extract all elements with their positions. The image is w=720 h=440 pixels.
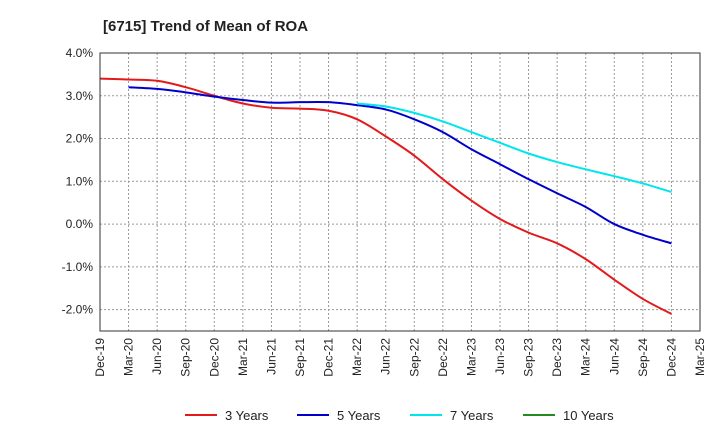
series-line-5-years (128, 86, 672, 245)
x-tick-label: Jun-24 (607, 338, 621, 375)
x-tick-label: Mar-23 (464, 338, 478, 376)
x-tick-label: Dec-21 (322, 338, 336, 377)
x-tick-label: Dec-22 (436, 338, 450, 377)
x-tick-label: Mar-25 (693, 338, 707, 376)
chart-title: [6715] Trend of Mean of ROA (103, 18, 308, 35)
x-tick-label: Dec-19 (93, 338, 107, 377)
y-tick-label: 4.0% (66, 46, 94, 60)
x-tick-label: Mar-21 (236, 338, 250, 376)
x-tick-label: Mar-20 (122, 338, 136, 376)
x-tick-label: Jun-23 (493, 338, 507, 375)
x-tick-label: Jun-22 (379, 338, 393, 375)
y-tick-label: -2.0% (62, 303, 94, 317)
x-tick-label: Dec-20 (207, 338, 221, 377)
plot-area (99, 52, 701, 332)
series-lines (99, 77, 672, 315)
x-tick-label: Jun-21 (264, 338, 278, 375)
x-tick-label: Sep-22 (407, 338, 421, 377)
x-tick-label: Mar-24 (579, 338, 593, 376)
x-tick-label: Sep-20 (179, 338, 193, 377)
y-tick-label: -1.0% (62, 260, 94, 274)
legend-label: 10 Years (563, 408, 614, 423)
grid (100, 52, 700, 331)
series-line-7-years (357, 102, 672, 193)
x-tick-label: Mar-22 (350, 338, 364, 376)
series-line-3-years (99, 77, 672, 315)
x-tick-label: Sep-24 (636, 338, 650, 377)
x-tick-label: Sep-23 (522, 338, 536, 377)
y-tick-label: 3.0% (66, 89, 94, 103)
legend-label: 3 Years (225, 408, 269, 423)
legend-label: 7 Years (450, 408, 494, 423)
x-tick-label: Jun-20 (150, 338, 164, 375)
legend: 3 Years 5 Years 7 Years 10 Years (185, 408, 614, 423)
y-tick-label: 2.0% (66, 132, 94, 146)
legend-label: 5 Years (337, 408, 381, 423)
y-tick-label: 0.0% (66, 217, 94, 231)
y-axis-ticks: 4.0% 3.0% 2.0% 1.0% 0.0% -1.0% -2.0% (62, 46, 94, 317)
x-axis-ticks: Dec-19 Mar-20 Jun-20 Sep-20 Dec-20 Mar-21 Jun-… (93, 338, 707, 377)
x-tick-label: Dec-24 (664, 338, 678, 377)
x-tick-label: Dec-23 (550, 338, 564, 377)
x-tick-label: Sep-21 (293, 338, 307, 377)
y-tick-label: 1.0% (66, 174, 94, 188)
